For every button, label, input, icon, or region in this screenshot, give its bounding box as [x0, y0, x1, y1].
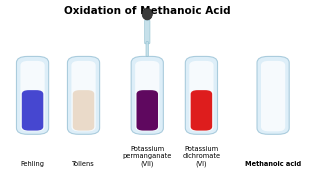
FancyBboxPatch shape [71, 61, 96, 131]
Text: Methanoic acid: Methanoic acid [245, 161, 301, 167]
FancyBboxPatch shape [73, 90, 94, 130]
Text: Potassium
permanganate
(VII): Potassium permanganate (VII) [123, 146, 172, 167]
FancyBboxPatch shape [22, 90, 43, 130]
FancyBboxPatch shape [137, 90, 158, 130]
FancyBboxPatch shape [191, 90, 212, 130]
FancyBboxPatch shape [189, 61, 213, 131]
FancyBboxPatch shape [146, 42, 148, 56]
FancyBboxPatch shape [261, 61, 285, 131]
FancyBboxPatch shape [68, 56, 100, 134]
FancyBboxPatch shape [257, 56, 289, 134]
Text: Oxidation of Methanoic Acid: Oxidation of Methanoic Acid [64, 6, 231, 16]
Text: Potassium
dichromate
(VI): Potassium dichromate (VI) [182, 146, 220, 167]
FancyBboxPatch shape [185, 56, 218, 134]
FancyBboxPatch shape [145, 20, 150, 44]
FancyBboxPatch shape [131, 56, 163, 134]
Text: Tollens: Tollens [72, 161, 95, 167]
FancyBboxPatch shape [20, 61, 45, 131]
FancyBboxPatch shape [135, 61, 159, 131]
Ellipse shape [142, 8, 152, 20]
Text: Fehling: Fehling [20, 161, 44, 167]
FancyBboxPatch shape [16, 56, 49, 134]
